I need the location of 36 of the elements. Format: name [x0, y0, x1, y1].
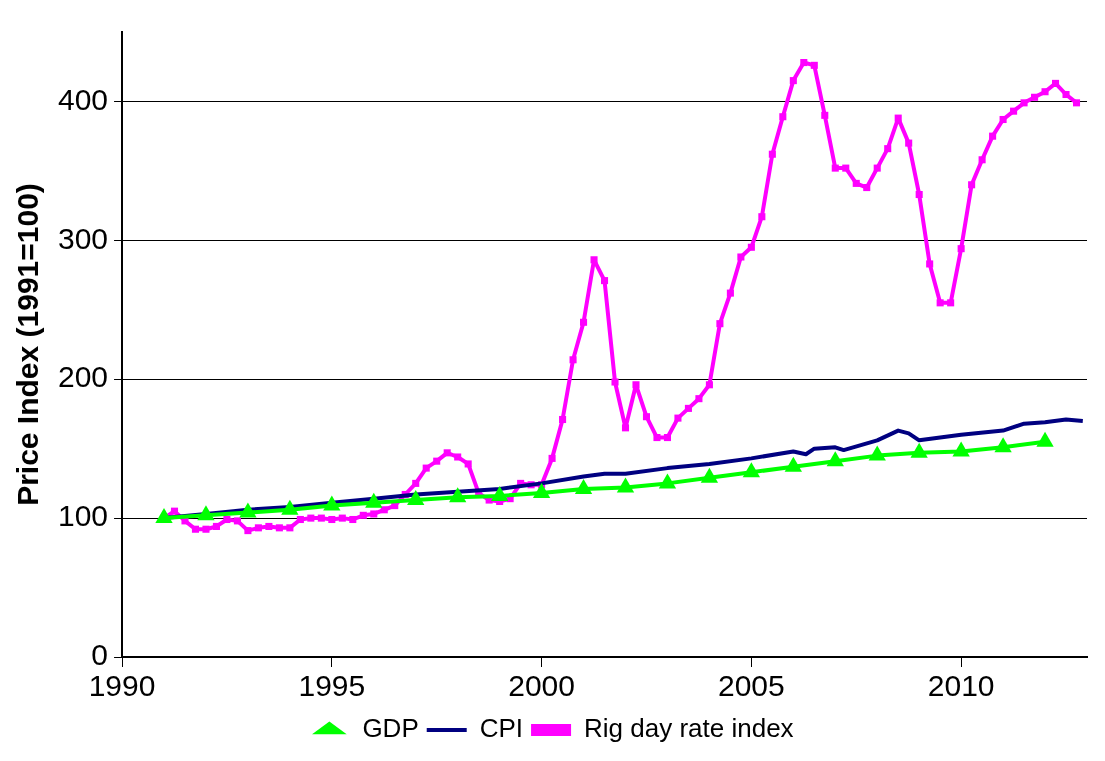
point: [407, 490, 425, 506]
point: [700, 467, 719, 483]
point: [952, 441, 970, 457]
point: [574, 478, 593, 494]
point: [239, 502, 257, 518]
x-tick-label: 2010: [927, 669, 995, 703]
x-tick-label: 2000: [508, 669, 575, 703]
x-tick-label: 1995: [298, 669, 366, 703]
legend-label: Rig day rate index: [584, 713, 794, 744]
point: [616, 477, 635, 493]
point: [365, 492, 383, 508]
y-tick-label: 300: [57, 221, 109, 255]
point: [826, 451, 844, 467]
point: [868, 445, 886, 461]
legend-label: CPI: [479, 713, 524, 744]
y-tick-label: 0: [91, 638, 109, 672]
point: [1036, 431, 1054, 447]
x-tick-label: 1990: [88, 669, 156, 703]
point: [155, 508, 173, 524]
x-tick-label: 2005: [717, 669, 785, 703]
legend-label: GDP: [362, 713, 419, 744]
y-axis-title: Price Index (1991=100): [11, 183, 45, 506]
point: [658, 473, 677, 489]
point: [323, 495, 341, 511]
point: [742, 462, 761, 478]
point: [281, 499, 299, 515]
y-tick-label: 200: [57, 360, 109, 394]
point: [910, 442, 928, 458]
point: [197, 505, 215, 521]
point: [994, 437, 1012, 453]
point: [784, 456, 802, 472]
y-tick-label: 400: [57, 82, 109, 116]
y-tick-label: 100: [57, 499, 109, 533]
point: [532, 483, 551, 499]
point: [449, 487, 467, 503]
point: [490, 485, 509, 501]
